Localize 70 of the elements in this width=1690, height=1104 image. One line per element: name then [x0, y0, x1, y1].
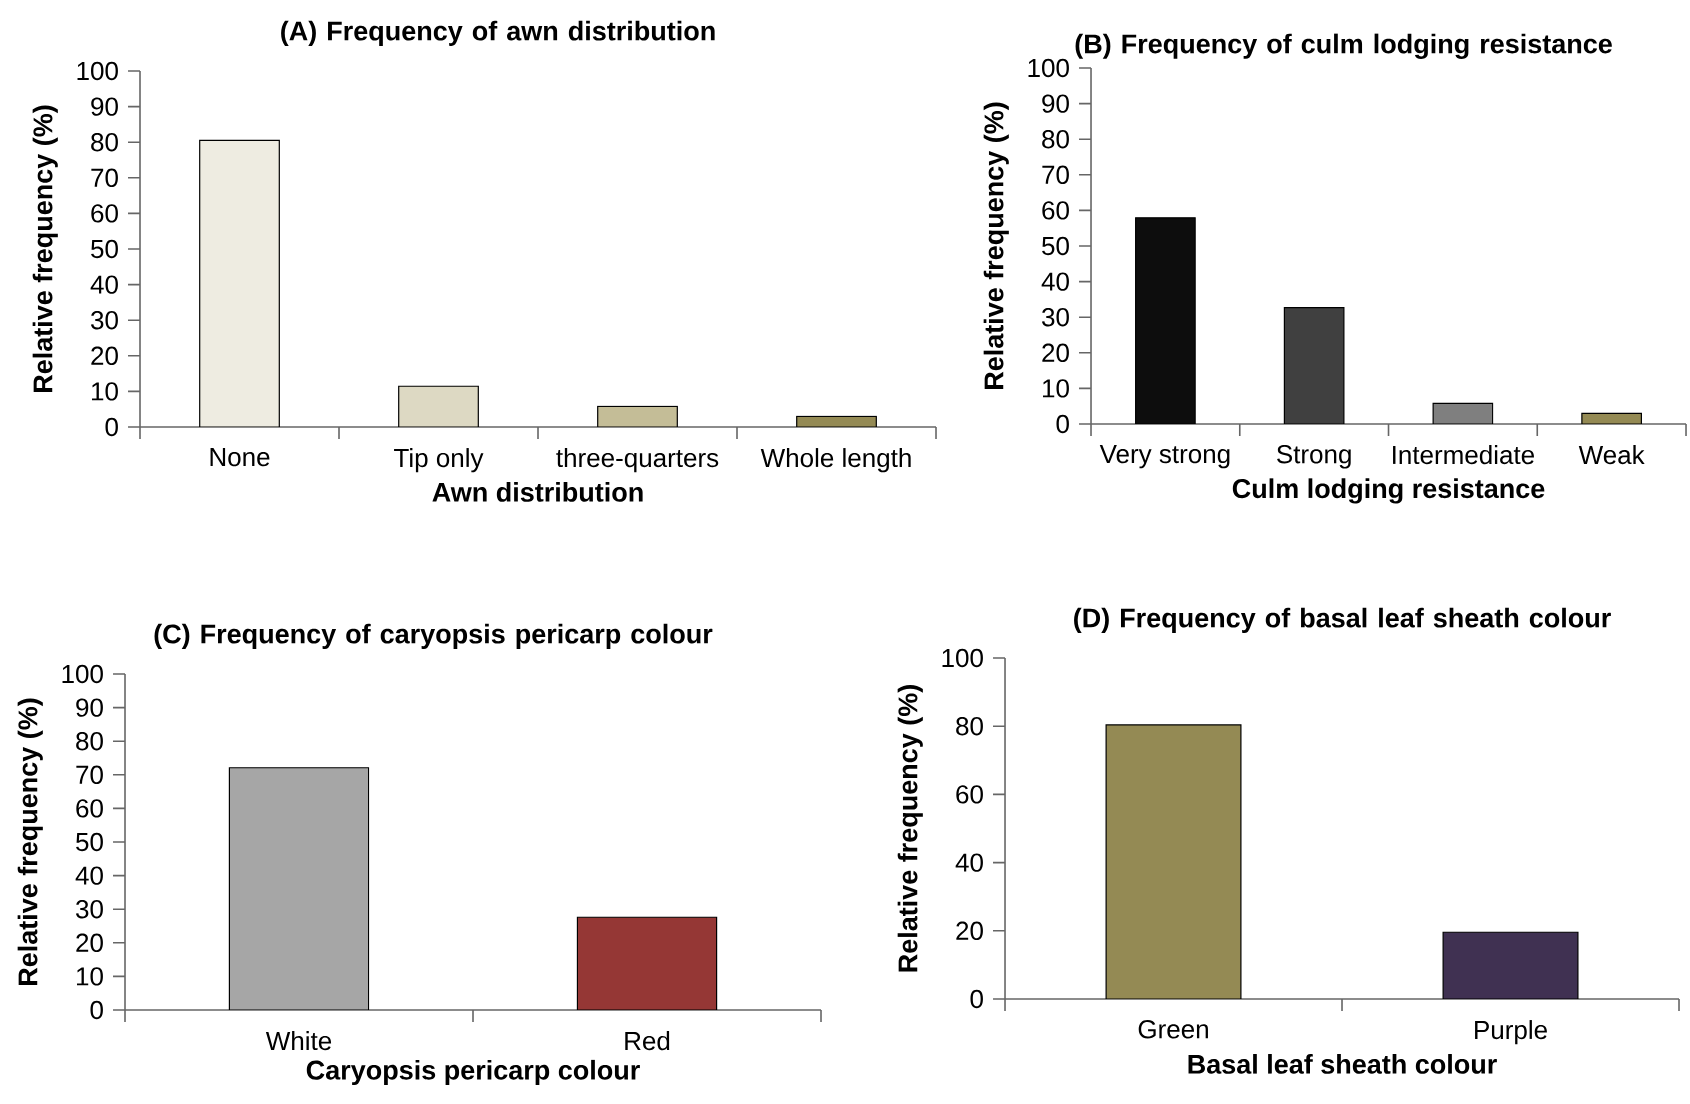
- y-tick-label: 80: [91, 132, 118, 152]
- y-tick-label: 80: [76, 731, 103, 751]
- y-tick-label: 30: [76, 899, 103, 919]
- y-tick-label: 90: [76, 698, 103, 717]
- x-tick-label: White: [265, 1031, 332, 1051]
- y-tick-label: 100: [62, 664, 103, 684]
- x-axis-title: Awn distribution: [432, 482, 643, 502]
- y-tick-label: 70: [1042, 165, 1069, 184]
- y-tick-label: 40: [75, 866, 103, 885]
- y-tick-label: 0: [90, 1000, 103, 1020]
- y-tick-label: 30: [91, 310, 118, 330]
- y-tick-label: 100: [1028, 58, 1069, 78]
- y-axis-title: Relative frequency (%): [897, 685, 923, 972]
- y-tick-label: 0: [970, 989, 983, 1009]
- y-tick-label: 50: [91, 239, 118, 259]
- y-tick-label: 80: [1042, 129, 1069, 149]
- y-tick-label: 50: [1042, 236, 1069, 256]
- y-tick-label: 90: [1042, 94, 1069, 113]
- bar: [1135, 217, 1196, 424]
- y-tick-label: 70: [76, 765, 103, 784]
- y-axis-title: Relative frequency (%): [983, 102, 1009, 389]
- y-tick-label: 20: [1042, 343, 1069, 362]
- y-tick-label: 20: [956, 921, 983, 940]
- y-tick-label: 0: [1056, 414, 1069, 434]
- x-tick-label: Very strong: [1099, 445, 1230, 469]
- y-tick-label: 60: [76, 799, 103, 818]
- bar: [398, 385, 479, 427]
- chart-title: (C) Frequency of caryopsis pericarp colour: [154, 623, 713, 649]
- x-tick-label: Red: [625, 1031, 670, 1051]
- chart-title: (A) Frequency of awn distribution: [281, 20, 715, 46]
- x-tick-label: Green: [1138, 1020, 1208, 1039]
- y-tick-label: 80: [956, 716, 983, 736]
- y-axis-title: Relative frequency (%): [32, 105, 58, 392]
- y-tick-label: 60: [956, 785, 983, 804]
- x-axis-title: Basal leaf sheath colour: [1188, 1054, 1497, 1074]
- x-tick-label: Tip only: [394, 448, 484, 473]
- x-axis-title: Caryopsis pericarp colour: [306, 1059, 640, 1086]
- bar: [199, 139, 280, 427]
- x-axis-title: Culm lodging resistance: [1232, 478, 1545, 504]
- y-tick-label: 40: [955, 853, 983, 872]
- x-tick-label: three-quarters: [556, 448, 719, 473]
- y-tick-label: 70: [91, 168, 118, 187]
- y-tick-label: 90: [91, 97, 118, 116]
- y-tick-label: 20: [91, 346, 118, 365]
- y-tick-label: 30: [1042, 307, 1069, 327]
- y-tick-label: 40: [90, 275, 118, 294]
- y-tick-label: 60: [91, 204, 118, 223]
- x-tick-label: Intermediate: [1393, 445, 1534, 465]
- y-tick-label: 0: [105, 417, 118, 437]
- y-tick-label: 40: [1041, 272, 1069, 291]
- x-tick-label: Weak: [1578, 445, 1645, 465]
- x-tick-label: Strong: [1277, 445, 1351, 469]
- bar: [1581, 412, 1642, 424]
- y-tick-label: 10: [76, 967, 103, 986]
- bar: [1432, 402, 1494, 424]
- y-tick-label: 50: [76, 832, 103, 852]
- y-tick-label: 100: [77, 61, 118, 81]
- y-tick-label: 10: [91, 382, 118, 401]
- y-tick-label: 10: [1043, 379, 1069, 398]
- bar: [597, 405, 678, 427]
- bar: [796, 415, 877, 427]
- x-tick-label: None: [210, 448, 270, 467]
- y-tick-label: 20: [76, 933, 103, 952]
- chart-title: (D) Frequency of basal leaf sheath colour: [1074, 607, 1611, 633]
- y-axis-title: Relative frequency (%): [17, 698, 43, 985]
- y-tick-label: 100: [942, 648, 983, 668]
- x-tick-label: Purple: [1475, 1020, 1547, 1045]
- chart-title: (B) Frequency of culm lodging resistance: [1075, 33, 1612, 59]
- x-tick-label: Whole length: [760, 448, 911, 473]
- y-tick-label: 60: [1042, 201, 1069, 220]
